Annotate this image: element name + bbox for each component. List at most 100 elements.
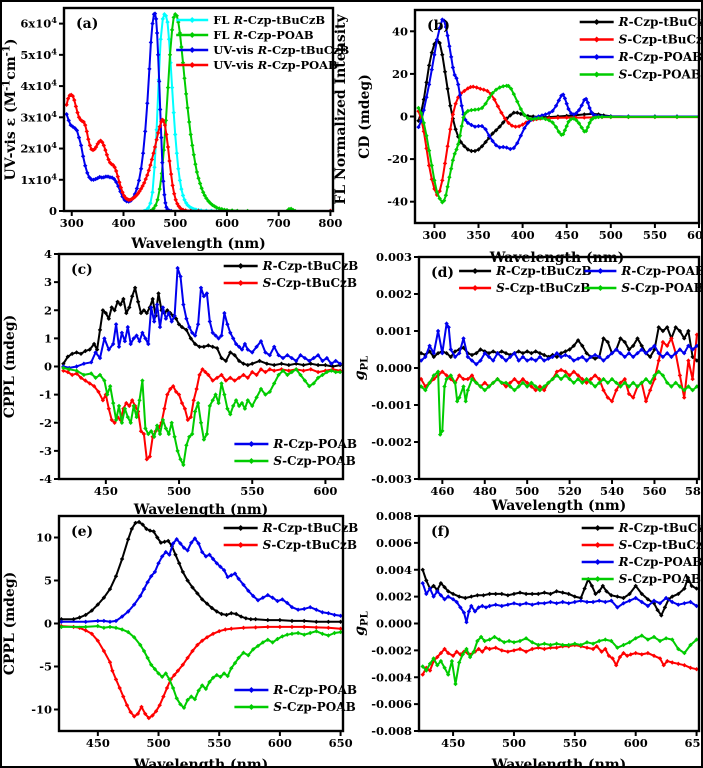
svg-text:1: 1 (44, 331, 52, 345)
svg-text:R-Czp-tBuCzB: R-Czp-tBuCzB (618, 521, 703, 535)
svg-text:0.002: 0.002 (376, 287, 412, 301)
svg-text:500: 500 (502, 736, 526, 750)
panel-e: 450 500 550 600 650 -10 -5 0 5 10 Wavelength (nm) C… (2, 506, 358, 768)
svg-text:2: 2 (44, 303, 52, 317)
panel-a-chart: 300 400 500 600 700 800 0 1x104 2x104 3x104 4x104 5… (2, 6, 350, 252)
svg-text:-3: -3 (39, 444, 52, 458)
panel-b: 300350400450500550600-40-2002040Waveleng… (353, 2, 703, 266)
svg-text:S-Czp-tBuCzB: S-Czp-tBuCzB (619, 538, 703, 552)
svg-text:520: 520 (558, 484, 582, 498)
svg-text:gPL: gPL (352, 356, 370, 380)
svg-text:S-Czp-tBuCzB: S-Czp-tBuCzB (263, 538, 357, 552)
panel-d: 460 480 500 520 540 560 580 -0.003 -0.002 -0.001 0… (352, 242, 703, 514)
svg-text:R-Czp-tBuCzB: R-Czp-tBuCzB (618, 15, 703, 29)
svg-text:UV-vis ε (M-1cm-1): UV-vis ε (M-1cm-1) (2, 39, 19, 181)
svg-text:-20: -20 (387, 152, 408, 166)
svg-text:-1: -1 (39, 388, 52, 402)
svg-text:0.000: 0.000 (376, 617, 412, 631)
svg-text:300: 300 (422, 228, 446, 242)
svg-text:540: 540 (600, 484, 624, 498)
panel-f-chart: 450 500 550 600 650 -0.008 -0.006 -0.004 -0.002 0… (352, 509, 703, 766)
svg-text:40: 40 (392, 24, 408, 38)
svg-text:650: 650 (329, 736, 353, 750)
svg-text:-10: -10 (31, 703, 52, 717)
svg-text:0.000: 0.000 (376, 361, 412, 375)
svg-text:0: 0 (400, 110, 408, 124)
svg-text:350: 350 (466, 228, 490, 242)
svg-text:CPPL (mdeg): CPPL (mdeg) (2, 572, 18, 675)
svg-text:-0.001: -0.001 (371, 398, 412, 412)
svg-text:6x104: 6x104 (20, 15, 57, 30)
panel-c: 450 500 550 600 -4 -3 -2 -1 0 1 2 3 4 Wavelength (nm)… (2, 242, 358, 518)
svg-text:FL R-Czp-POAB: FL R-Czp-POAB (213, 28, 314, 42)
svg-text:R-Czp-POAB: R-Czp-POAB (272, 683, 357, 697)
svg-text:gPL: gPL (352, 611, 370, 635)
panel-f: 450 500 550 600 650 -0.008 -0.006 -0.004 -0.002 0… (352, 506, 703, 766)
svg-text:480: 480 (473, 484, 497, 498)
svg-text:0.002: 0.002 (376, 590, 412, 604)
svg-text:10: 10 (36, 531, 52, 545)
svg-text:(d): (d) (431, 265, 454, 281)
svg-text:R-Czp-POAB: R-Czp-POAB (620, 264, 703, 278)
svg-text:(c): (c) (71, 262, 93, 278)
svg-text:0.003: 0.003 (376, 250, 412, 264)
svg-text:S-Czp-POAB: S-Czp-POAB (273, 454, 355, 468)
svg-text:20: 20 (392, 67, 408, 81)
svg-text:0: 0 (44, 360, 52, 374)
svg-text:300: 300 (60, 216, 84, 230)
svg-text:2x104: 2x104 (20, 140, 57, 155)
svg-text:S-Czp-POAB: S-Czp-POAB (273, 700, 355, 714)
svg-text:450: 450 (86, 736, 110, 750)
svg-text:-40: -40 (387, 195, 408, 209)
svg-text:CPPL (mdeg): CPPL (mdeg) (2, 315, 18, 418)
svg-text:600: 600 (215, 216, 239, 230)
svg-text:580: 580 (685, 484, 703, 498)
svg-text:-0.008: -0.008 (371, 724, 412, 738)
svg-text:CD (mdeg): CD (mdeg) (357, 74, 373, 159)
svg-text:560: 560 (642, 484, 666, 498)
svg-text:400: 400 (511, 228, 535, 242)
svg-text:600: 600 (313, 484, 337, 498)
svg-text:600: 600 (687, 228, 703, 242)
svg-text:450: 450 (441, 736, 465, 750)
svg-text:460: 460 (430, 484, 454, 498)
panel-c-chart: 450 500 550 600 -4 -3 -2 -1 0 1 2 3 4 Wavelength (nm)… (2, 247, 358, 518)
svg-text:R-Czp-tBuCzB: R-Czp-tBuCzB (262, 259, 359, 273)
svg-text:3: 3 (44, 275, 52, 289)
svg-text:S-Czp-tBuCzB: S-Czp-tBuCzB (496, 281, 590, 295)
svg-text:(a): (a) (76, 16, 98, 32)
svg-text:700: 700 (267, 216, 291, 230)
svg-text:650: 650 (685, 736, 703, 750)
svg-text:5x104: 5x104 (20, 46, 57, 61)
svg-text:0.004: 0.004 (376, 563, 412, 577)
svg-text:FL R-Czp-tBuCzB: FL R-Czp-tBuCzB (213, 13, 325, 27)
svg-text:500: 500 (163, 216, 187, 230)
svg-text:-5: -5 (39, 660, 52, 674)
svg-text:-0.002: -0.002 (371, 435, 412, 449)
svg-text:450: 450 (94, 484, 118, 498)
svg-text:S-Czp-POAB: S-Czp-POAB (621, 281, 703, 295)
svg-text:3x104: 3x104 (20, 109, 57, 124)
svg-text:0.001: 0.001 (376, 324, 412, 338)
svg-text:(f): (f) (431, 524, 450, 540)
svg-text:500: 500 (167, 484, 191, 498)
panel-b-chart: 300350400450500550600-40-2002040Waveleng… (357, 8, 703, 266)
svg-text:Wavelength (nm): Wavelength (nm) (133, 757, 269, 768)
svg-text:500: 500 (599, 228, 623, 242)
svg-text:R-Czp-POAB: R-Czp-POAB (618, 555, 703, 569)
svg-text:0.006: 0.006 (376, 536, 412, 550)
svg-text:R-Czp-tBuCzB: R-Czp-tBuCzB (262, 521, 359, 535)
svg-text:Wavelength (nm): Wavelength (nm) (133, 502, 269, 518)
svg-text:-2: -2 (39, 416, 52, 430)
svg-text:(b): (b) (427, 18, 450, 34)
svg-text:4: 4 (44, 247, 52, 261)
svg-text:0: 0 (49, 204, 57, 218)
svg-text:0: 0 (44, 617, 52, 631)
svg-text:550: 550 (643, 228, 667, 242)
svg-text:1x104: 1x104 (20, 171, 57, 186)
svg-text:S-Czp-POAB: S-Czp-POAB (619, 572, 701, 586)
svg-text:UV-vis R-Czp-tBuCzB: UV-vis R-Czp-tBuCzB (213, 43, 349, 57)
svg-text:0.008: 0.008 (376, 509, 412, 523)
svg-text:500: 500 (515, 484, 539, 498)
